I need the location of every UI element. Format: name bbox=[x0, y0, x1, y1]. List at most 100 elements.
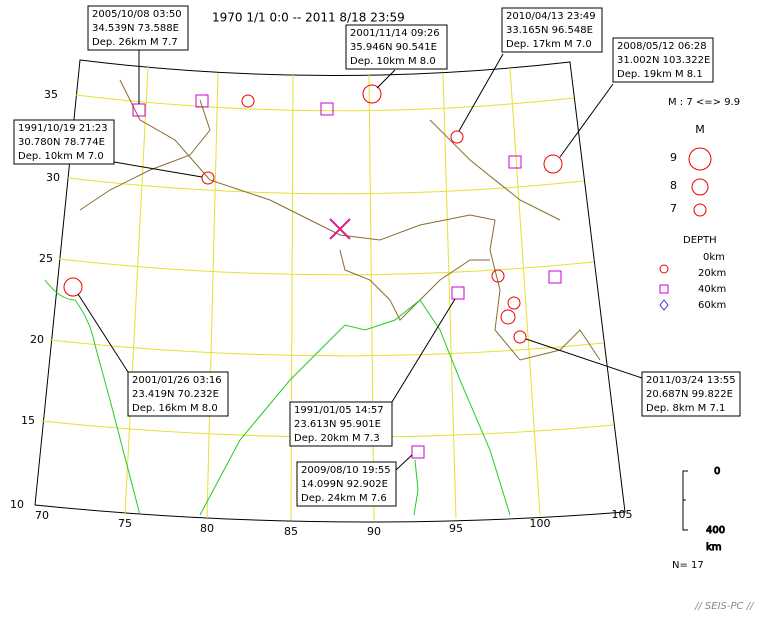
event-marker bbox=[543, 154, 563, 174]
lon-label: 75 bbox=[118, 517, 132, 530]
lat-label: 10 bbox=[10, 498, 24, 511]
callout-frame bbox=[127, 371, 229, 417]
event-marker bbox=[320, 102, 334, 116]
callout-box: 1991/01/05 14:57 23.613N 95.901E Dep. 20km… bbox=[289, 401, 393, 447]
depth-symbol bbox=[659, 299, 669, 311]
coastline bbox=[44, 279, 511, 516]
callout-line: 2001/01/26 03:16 bbox=[132, 375, 222, 386]
event-marker bbox=[241, 94, 255, 108]
event-marker bbox=[548, 270, 562, 284]
callout-line: 31.002N 103.322E bbox=[617, 55, 710, 66]
callout-line: 20.687N 99.822E bbox=[646, 389, 733, 400]
callout-line: 1991/10/19 21:23 bbox=[18, 123, 108, 134]
callout-line: 2009/08/10 19:55 bbox=[301, 465, 391, 476]
callout-box: 2005/10/08 03:50 34.539N 73.588E Dep. 26km… bbox=[87, 5, 189, 51]
event-marker bbox=[491, 269, 505, 283]
event-marker bbox=[508, 155, 522, 169]
callout-line: 30.780N 78.774E bbox=[18, 137, 105, 148]
lat-labels: 35 30 25 20 15 10 bbox=[10, 88, 60, 511]
event-marker bbox=[451, 286, 465, 300]
event-marker bbox=[63, 277, 83, 297]
depth-label: 20km bbox=[698, 268, 726, 279]
event-marker bbox=[411, 445, 425, 459]
callout-line: 2010/04/13 23:49 bbox=[506, 11, 596, 22]
lon-label: 85 bbox=[284, 525, 298, 538]
callout-line: Dep. 16km M 8.0 bbox=[132, 403, 218, 414]
depth-label: 60km bbox=[698, 300, 726, 311]
magnitude-range: M : 7 <=> 9.9 bbox=[668, 97, 740, 108]
depth-title: DEPTH bbox=[683, 235, 717, 246]
lon-label: 105 bbox=[612, 508, 633, 521]
depth-scale-top: 0 bbox=[714, 466, 720, 477]
event-marker bbox=[195, 94, 209, 108]
callout-box: 2008/05/12 06:28 31.002N 103.322E Dep. 19k… bbox=[612, 37, 714, 83]
depth-label: 40km bbox=[698, 284, 726, 295]
callout-frame bbox=[289, 401, 393, 447]
event-marker bbox=[500, 309, 516, 325]
callout-line: 23.613N 95.901E bbox=[294, 419, 381, 430]
lon-labels: 70 75 80 85 90 95 100 105 bbox=[35, 508, 633, 538]
lat-label: 35 bbox=[44, 88, 58, 101]
callout-line: 2001/11/14 09:26 bbox=[350, 28, 440, 39]
callout-line: 23.419N 70.232E bbox=[132, 389, 219, 400]
m-size-label: 9 bbox=[670, 151, 677, 164]
callout-line: Dep. 8km M 7.1 bbox=[646, 403, 725, 414]
depth-symbol bbox=[659, 264, 669, 274]
borders bbox=[79, 79, 601, 361]
event-marker bbox=[362, 84, 382, 104]
legend: M : 7 <=> 9.9 M 9 8 7 DEPTH 0km 20km 40k… bbox=[659, 97, 740, 311]
depth-scale-unit: km bbox=[706, 542, 722, 553]
callout-line: Dep. 19km M 8.1 bbox=[617, 69, 703, 80]
lon-label: 90 bbox=[367, 525, 381, 538]
callout-frame bbox=[87, 5, 189, 51]
lon-label: 70 bbox=[35, 509, 49, 522]
callout-line: 2008/05/12 06:28 bbox=[617, 41, 707, 52]
event-marker bbox=[201, 171, 215, 185]
lat-label: 30 bbox=[46, 171, 60, 184]
callout-box: 2011/03/24 13:55 20.687N 99.822E Dep. 8km … bbox=[641, 371, 741, 417]
m-size-symbol bbox=[691, 178, 709, 196]
lat-label: 20 bbox=[30, 333, 44, 346]
m-size-label: 7 bbox=[670, 202, 677, 215]
callout-line: Dep. 26km M 7.7 bbox=[92, 37, 178, 48]
event-count: N= 17 bbox=[672, 560, 704, 571]
callout-line: Dep. 24km M 7.6 bbox=[301, 493, 387, 504]
m-title: M bbox=[695, 123, 705, 136]
callout-line: 2005/10/08 03:50 bbox=[92, 9, 182, 20]
callout-frame bbox=[296, 461, 397, 507]
callout-frame bbox=[345, 24, 448, 70]
callout-line: Dep. 17km M 7.0 bbox=[506, 39, 592, 50]
event-marker bbox=[450, 130, 464, 144]
m-size-symbol bbox=[688, 147, 712, 171]
callout-frame bbox=[501, 7, 603, 53]
lat-label: 25 bbox=[39, 252, 53, 265]
lat-label: 15 bbox=[21, 414, 35, 427]
callout-box: 2010/04/13 23:49 33.165N 96.548E Dep. 17km… bbox=[501, 7, 603, 53]
map-title: 1970 1/1 0:0 -- 2011 8/18 23:59 bbox=[212, 11, 405, 25]
depth-symbol bbox=[659, 284, 669, 294]
callout-line: 1991/01/05 14:57 bbox=[294, 405, 384, 416]
callout-line: 33.165N 96.548E bbox=[506, 25, 593, 36]
leaders bbox=[77, 50, 643, 471]
callout-box: 2001/11/14 09:26 35.946N 90.541E Dep. 10km… bbox=[345, 24, 448, 70]
epicenter-cross bbox=[329, 218, 351, 240]
callout-frame bbox=[612, 37, 714, 83]
callout-frame bbox=[641, 371, 741, 417]
events bbox=[63, 84, 563, 459]
callout-line: 14.099N 92.902E bbox=[301, 479, 388, 490]
callout-line: Dep. 20km M 7.3 bbox=[294, 433, 380, 444]
callout-line: Dep. 10km M 7.0 bbox=[18, 151, 104, 162]
m-size-label: 8 bbox=[670, 179, 677, 192]
event-marker bbox=[507, 296, 521, 310]
callouts: 2005/10/08 03:50 34.539N 73.588E Dep. 26km… bbox=[13, 5, 741, 507]
lon-label: 95 bbox=[449, 522, 463, 535]
callout-line: Dep. 10km M 8.0 bbox=[350, 56, 436, 67]
callout-box: 2001/01/26 03:16 23.419N 70.232E Dep. 16km… bbox=[127, 371, 229, 417]
callout-line: 34.539N 73.588E bbox=[92, 23, 179, 34]
callout-frame bbox=[13, 119, 115, 165]
callout-box: 1991/10/19 21:23 30.780N 78.774E Dep. 10km… bbox=[13, 119, 115, 165]
callout-box: 2009/08/10 19:55 14.099N 92.902E Dep. 24km… bbox=[296, 461, 397, 507]
depth-scale: 0 400 km bbox=[682, 466, 726, 554]
callout-line: 35.946N 90.541E bbox=[350, 42, 437, 53]
